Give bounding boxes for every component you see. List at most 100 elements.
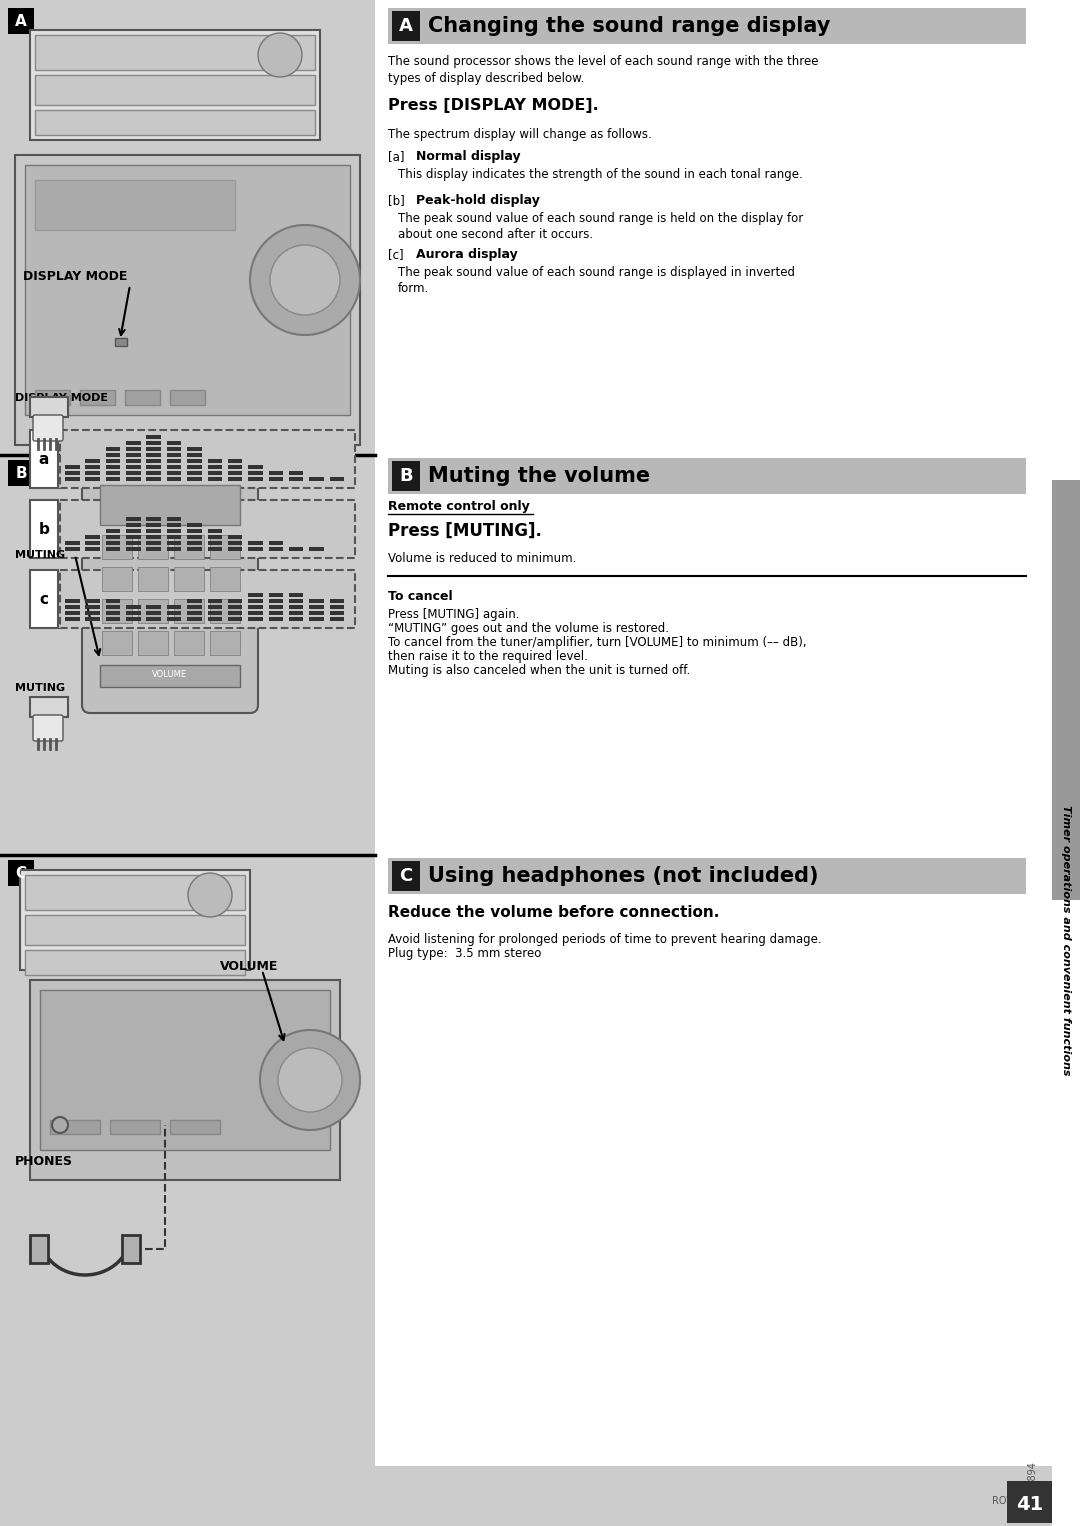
Bar [329, 610, 345, 615]
Text: Using headphones (not included): Using headphones (not included) [428, 865, 819, 887]
Bar [207, 610, 222, 615]
Text: VOLUME: VOLUME [152, 670, 188, 679]
Text: DISPLAY MODE: DISPLAY MODE [23, 270, 127, 282]
Bar [85, 542, 99, 545]
Text: Remote control only: Remote control only [388, 501, 530, 513]
Text: [a]: [a] [388, 150, 405, 163]
Bar [228, 536, 242, 539]
Bar [106, 465, 120, 468]
Bar [30, 430, 58, 488]
Bar [1052, 0, 1080, 1526]
Bar [329, 617, 345, 621]
Circle shape [270, 246, 340, 314]
Bar [289, 600, 303, 603]
Bar [126, 546, 140, 551]
Bar [248, 610, 262, 615]
Text: To cancel from the tuner/amplifier, turn [VOLUME] to minimum (–– dB),: To cancel from the tuner/amplifier, turn… [388, 636, 807, 649]
Text: types of display described below.: types of display described below. [388, 72, 584, 85]
Bar [170, 1120, 220, 1134]
Bar [40, 990, 330, 1151]
Bar [166, 517, 181, 520]
Text: a: a [39, 452, 50, 467]
Bar [248, 594, 262, 597]
Bar [102, 600, 132, 623]
Bar [25, 874, 245, 909]
Bar [228, 478, 242, 481]
Bar [85, 610, 99, 615]
Bar [85, 478, 99, 481]
Bar [147, 465, 161, 468]
Bar [248, 478, 262, 481]
Circle shape [52, 1117, 68, 1132]
Bar [248, 600, 262, 603]
Text: DISPLAY MODE: DISPLAY MODE [15, 394, 108, 403]
Text: MUTING: MUTING [15, 549, 65, 560]
Bar [269, 604, 283, 609]
Bar [126, 610, 140, 615]
Bar [269, 472, 283, 475]
Bar [122, 1235, 140, 1264]
Bar [187, 465, 202, 468]
Bar [126, 465, 140, 468]
Text: Press [MUTING].: Press [MUTING]. [388, 522, 542, 540]
Bar [65, 472, 80, 475]
Bar [392, 461, 420, 491]
Bar [207, 472, 222, 475]
FancyBboxPatch shape [82, 467, 258, 713]
Bar [85, 546, 99, 551]
Bar [289, 472, 303, 475]
Bar [207, 600, 222, 603]
Text: The peak sound value of each sound range is held on the display for: The peak sound value of each sound range… [399, 212, 804, 224]
Bar [35, 391, 70, 404]
Bar [228, 542, 242, 545]
Bar [126, 604, 140, 609]
Bar [388, 8, 1026, 44]
Bar [269, 542, 283, 545]
Bar [388, 458, 1026, 494]
Bar [269, 594, 283, 597]
Bar [35, 110, 315, 134]
Bar [85, 459, 99, 462]
Bar [147, 617, 161, 621]
Bar [35, 35, 315, 70]
Bar [25, 951, 245, 975]
Bar [166, 459, 181, 462]
Bar [106, 542, 120, 545]
Text: Muting is also canceled when the unit is turned off.: Muting is also canceled when the unit is… [388, 664, 690, 678]
Text: Avoid listening for prolonged periods of time to prevent hearing damage.: Avoid listening for prolonged periods of… [388, 932, 822, 946]
Bar [65, 610, 80, 615]
Bar [147, 523, 161, 526]
Text: Muting the volume: Muting the volume [428, 465, 650, 485]
Bar [147, 459, 161, 462]
Bar [147, 517, 161, 520]
Bar [100, 485, 240, 525]
Text: C: C [15, 865, 27, 881]
Text: B: B [400, 467, 413, 485]
Bar [166, 530, 181, 533]
Text: Plug type:  3.5 mm stereo: Plug type: 3.5 mm stereo [388, 948, 541, 960]
Bar [106, 617, 120, 621]
Bar [138, 568, 168, 591]
Bar [309, 617, 324, 621]
Bar [187, 600, 202, 603]
Bar [126, 536, 140, 539]
Bar [166, 523, 181, 526]
Bar [228, 610, 242, 615]
Text: This display indicates the strength of the sound in each tonal range.: This display indicates the strength of t… [399, 168, 802, 182]
Bar [147, 472, 161, 475]
Text: B: B [15, 465, 27, 481]
Bar [147, 604, 161, 609]
Bar [207, 546, 222, 551]
Bar [170, 391, 205, 404]
Bar [60, 571, 355, 629]
Text: form.: form. [399, 282, 429, 295]
Bar [174, 600, 204, 623]
Bar [269, 600, 283, 603]
Text: ROT6894: ROT6894 [1027, 1460, 1037, 1506]
Text: Normal display: Normal display [416, 150, 521, 163]
Bar [106, 536, 120, 539]
Bar [187, 459, 202, 462]
Bar [166, 610, 181, 615]
Bar [0, 1466, 1052, 1526]
Bar [126, 478, 140, 481]
